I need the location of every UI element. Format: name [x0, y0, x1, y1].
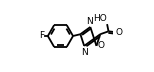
Text: N: N — [87, 17, 93, 26]
Text: F: F — [39, 32, 44, 40]
Text: HO: HO — [93, 14, 107, 23]
Text: O: O — [115, 28, 122, 37]
Text: O: O — [97, 41, 105, 50]
Text: N: N — [81, 48, 88, 57]
